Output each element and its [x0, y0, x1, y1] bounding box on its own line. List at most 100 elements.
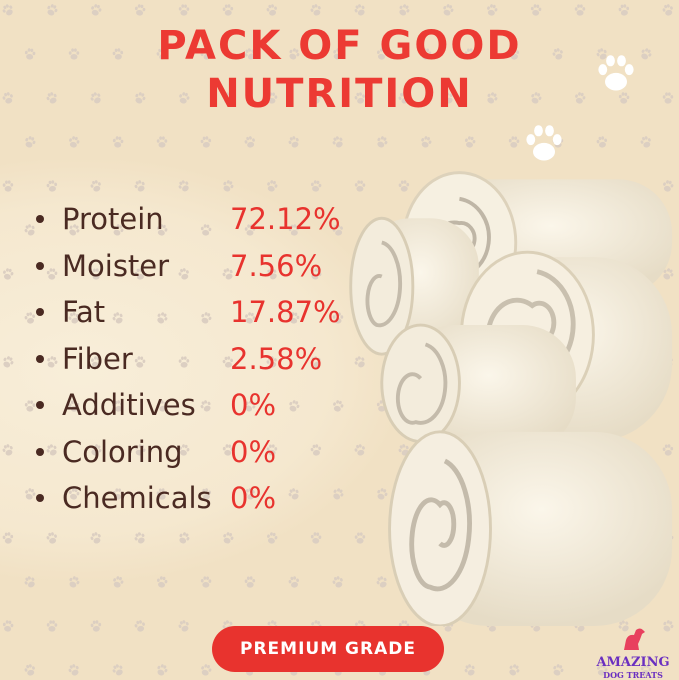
paw-print: [46, 180, 58, 192]
paw-print: [222, 268, 233, 280]
paw-print: [200, 488, 211, 500]
paw-print: [332, 224, 343, 236]
paw-print: [112, 400, 123, 412]
paw-print: [509, 664, 520, 676]
paw-print: [2, 444, 13, 456]
paw-print: [90, 92, 101, 104]
paw-print: [24, 400, 36, 412]
paw-print: [531, 92, 542, 104]
paw-print: [2, 532, 14, 544]
paw-print: [156, 400, 167, 412]
paw-print: [222, 356, 234, 368]
paw-print: [68, 664, 79, 676]
white-paw-icon: [526, 125, 562, 161]
paw-print: [2, 620, 14, 632]
paw-print: [156, 576, 168, 588]
paw-print: [596, 136, 608, 148]
nutrient-label: Fiber: [62, 341, 133, 376]
title-line-2: NUTRITION: [206, 71, 473, 117]
logo-line-1: AMAZING: [596, 655, 670, 670]
paw-print: [332, 136, 343, 148]
nutrient-label: Moister: [62, 248, 170, 283]
nutrition-row-protein: Protein 72.12%: [36, 196, 341, 243]
paw-print: [135, 444, 146, 456]
paw-print: [288, 136, 299, 148]
paw-print: [244, 576, 256, 588]
paw-print: [618, 92, 630, 104]
paw-print: [113, 224, 124, 236]
paw-print: [179, 92, 190, 104]
paw-print: [201, 312, 212, 324]
dog-logo-icon: [624, 628, 645, 650]
paw-print: [443, 4, 454, 16]
paw-print: [222, 92, 234, 104]
paw-print: [244, 224, 256, 236]
paw-print: [200, 400, 211, 412]
paw-print: [354, 444, 365, 456]
paw-print: [552, 48, 563, 60]
paw-print: [179, 444, 190, 456]
white-paw-icon: [598, 55, 634, 91]
paw-print: [663, 268, 674, 280]
paw-print: [68, 312, 79, 324]
paw-print: [354, 92, 365, 104]
paw-print: [157, 312, 168, 324]
paw-print: [24, 312, 35, 324]
paw-print: [288, 224, 300, 236]
nutrition-row-fat: Fat 17.87%: [36, 289, 341, 336]
paw-print: [398, 180, 410, 192]
paw-print: [266, 444, 278, 456]
paw-print: [157, 224, 168, 236]
paw-print: [464, 48, 476, 60]
paw-print: [354, 356, 365, 368]
paw-print: [553, 664, 564, 676]
nutrient-label: Additives: [62, 388, 196, 423]
paw-print: [310, 92, 322, 104]
paw-print: [266, 268, 277, 280]
paw-print: [3, 268, 14, 280]
nutrient-value: 17.87%: [230, 295, 341, 330]
paw-print: [245, 400, 256, 412]
paw-print: [310, 180, 322, 192]
paw-print: [244, 488, 255, 500]
paw-print: [68, 400, 80, 412]
paw-print: [24, 576, 35, 588]
bullet: [36, 261, 44, 270]
paw-print: [640, 664, 652, 676]
paw-print: [47, 356, 58, 368]
paw-print: [2, 180, 14, 192]
paw-print: [266, 356, 277, 368]
paw-print: [24, 664, 35, 676]
nutrition-row-moister: Moister 7.56%: [36, 243, 341, 290]
paw-print: [134, 620, 145, 632]
paw-print: [575, 92, 586, 104]
paw-print: [90, 620, 102, 632]
paw-print: [112, 488, 124, 500]
paw-print: [574, 4, 586, 16]
nutrient-value: 0%: [230, 388, 277, 423]
paw-print: [46, 92, 57, 104]
rawhide-roll: [349, 216, 479, 356]
bullet: [36, 308, 44, 317]
paw-print: [69, 136, 80, 148]
paw-print: [46, 620, 58, 632]
paw-print: [288, 488, 299, 500]
paw-print: [134, 532, 145, 544]
paw-print: [333, 400, 344, 412]
paw-print: [266, 92, 278, 104]
nutrition-row-additives: Additives 0%: [36, 382, 341, 429]
paw-print: [465, 136, 476, 148]
paw-print: [618, 4, 630, 16]
paw-print: [179, 532, 190, 544]
paw-print: [222, 444, 234, 456]
paw-print: [399, 4, 410, 16]
paw-print: [134, 4, 146, 16]
nutrient-value: 0%: [230, 434, 277, 469]
paw-print: [2, 4, 13, 16]
paw-print: [376, 576, 387, 588]
paw-print: [244, 48, 255, 60]
paw-print: [201, 664, 212, 676]
nutrition-list: Protein 72.12% Moister 7.56% Fat 17.87% Fib…: [36, 196, 341, 522]
paw-print: [641, 48, 652, 60]
paw-print: [333, 488, 344, 500]
